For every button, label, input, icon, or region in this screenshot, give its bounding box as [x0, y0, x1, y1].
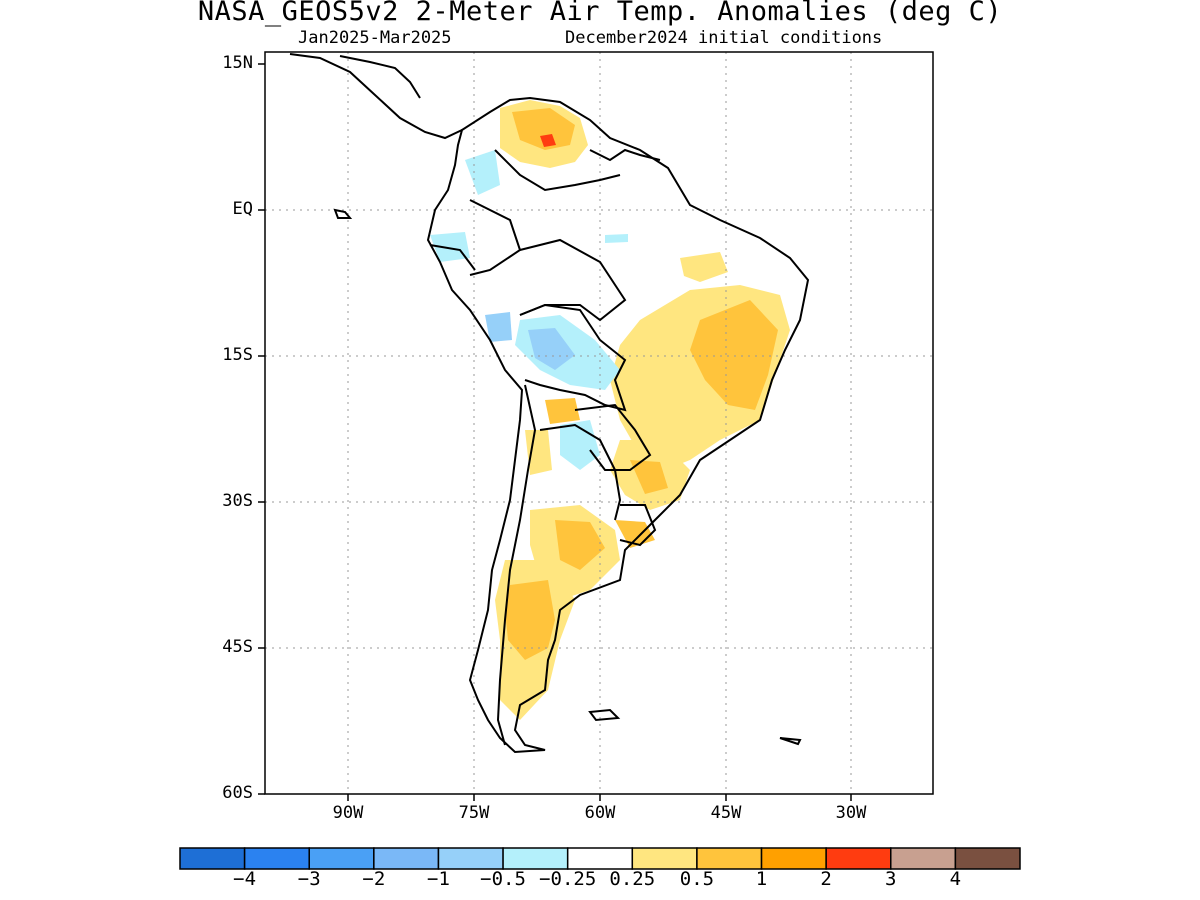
cool-patch-ecuador [430, 232, 470, 262]
cool-patch-amazon [605, 234, 628, 243]
lon-label-45w: 45W [710, 803, 742, 823]
colorbar-label: 3 [885, 868, 897, 890]
colorbar-box [825, 847, 892, 870]
lat-label-eq: EQ [232, 199, 253, 219]
paraguay-border [574, 403, 652, 471]
cool-patch-peru [485, 312, 512, 342]
colorbar [179, 847, 1021, 870]
colorbar-label: 2 [820, 868, 832, 890]
colorbar-box [502, 847, 569, 870]
lat-label-60s: 60S [222, 783, 253, 803]
warm-core-patagonia [505, 580, 555, 660]
galapagos [333, 208, 353, 219]
south-america-coastline [426, 96, 810, 754]
ecuador-peru-border [429, 244, 476, 271]
warm-patch-bolivia [545, 398, 580, 424]
warm-core-venezuela [512, 108, 575, 150]
colorbar-box [696, 847, 763, 870]
colorbar-box [890, 847, 957, 870]
uruguay-border [619, 504, 657, 547]
coastlines [289, 53, 810, 754]
lat-label-30s: 30S [222, 491, 253, 511]
colorbar-box [760, 847, 827, 870]
lat-label-15s: 15S [222, 345, 253, 365]
anomaly-shading [430, 100, 790, 720]
colorbar-label: 0.25 [609, 868, 656, 890]
lon-label-60w: 60W [584, 803, 616, 823]
warm-core-south-brazil [630, 460, 668, 494]
axis-ticks [258, 63, 852, 801]
colorbar-box [179, 847, 246, 870]
colorbar-box [954, 847, 1021, 870]
falklands [588, 708, 621, 722]
lat-label-15n: 15N [222, 53, 253, 73]
colorbar-label: −1 [427, 868, 450, 890]
warm-patch-chile [525, 430, 552, 475]
bolivia-border [519, 303, 627, 412]
colorbar-label: 1 [755, 868, 768, 890]
cool-patch-colombia [465, 150, 500, 195]
lon-label-90w: 90W [332, 803, 364, 823]
central-america-coastline [289, 53, 463, 140]
lon-label-75w: 75W [458, 803, 490, 823]
colorbar-label: −2 [362, 868, 386, 890]
colorbar-box [373, 847, 440, 870]
forecast-period: Jan2025-Mar2025 [298, 28, 452, 48]
argentina-chile-border [496, 384, 537, 746]
venezuela-border [494, 149, 621, 192]
warm-patch-amazon [680, 252, 728, 282]
south-georgia [779, 737, 802, 746]
lat-label-45s: 45S [222, 637, 253, 657]
map-frame [264, 51, 934, 795]
hot-spot-venezuela [540, 134, 556, 147]
lon-label-30w: 30W [835, 803, 867, 823]
colorbar-label: 4 [949, 868, 962, 890]
colorbar-label: 0.5 [679, 868, 715, 890]
warm-core-central-argentina [555, 520, 605, 570]
warm-core-east-brazil [690, 300, 778, 410]
colorbar-label: −0.25 [539, 868, 597, 890]
chart-title: NASA_GEOS5v2 2-Meter Air Temp. Anomalies… [197, 0, 1003, 27]
colorbar-label: −3 [297, 868, 321, 890]
colorbar-label: −4 [233, 868, 257, 890]
colorbar-box [566, 847, 634, 870]
colorbar-box [308, 847, 375, 870]
colorbar-label: −0.5 [480, 868, 526, 890]
colombia-border [469, 199, 522, 276]
colorbar-box [243, 847, 310, 870]
cool-patch-paraguay [560, 420, 600, 470]
argentina-north-border [539, 423, 622, 521]
initial-conditions-label: December2024 initial conditions [565, 28, 883, 48]
cool-core-bolivia [528, 328, 575, 370]
colorbar-box [631, 847, 698, 870]
caribbean-north-coastline [339, 55, 421, 99]
guianas-border [589, 148, 661, 162]
colorbar-box [437, 847, 504, 870]
map-gridlines [265, 52, 933, 794]
